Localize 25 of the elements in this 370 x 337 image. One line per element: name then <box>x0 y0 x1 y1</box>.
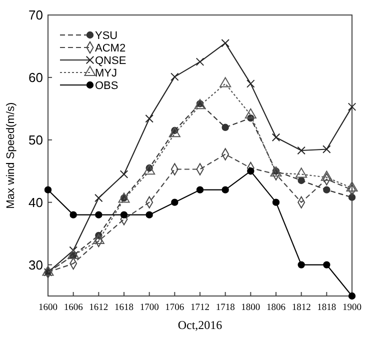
x-tick-label: 1806 <box>266 303 286 313</box>
x-tick-label: 1700 <box>140 303 160 313</box>
y-axis-title: Max wind Speed(m/s) <box>5 102 17 209</box>
x-tick-label: 1706 <box>165 303 184 313</box>
x-tick-label: 1818 <box>317 303 336 313</box>
x-tick-label: 1606 <box>64 303 84 313</box>
legend-label: YSU <box>95 30 118 42</box>
x-tick-label: 1612 <box>89 303 108 313</box>
x-tick-label: 1600 <box>38 303 58 313</box>
y-tick-label: 70 <box>28 8 43 23</box>
y-tick-label: 40 <box>28 194 43 210</box>
x-tick-label: 1718 <box>216 303 236 313</box>
legend-label: QNSE <box>95 54 126 67</box>
x-axis-title: Oct,2016 <box>178 318 222 332</box>
x-tick-label: 1618 <box>114 303 134 313</box>
legend-label: MYJ <box>95 67 117 80</box>
x-tick-label: 1800 <box>241 303 260 313</box>
x-tick-label: 1812 <box>292 303 312 313</box>
legend-label: OBS <box>95 80 118 92</box>
y-tick-label: 60 <box>28 70 43 85</box>
x-tick-label: 1712 <box>190 303 210 313</box>
y-tick-label: 50 <box>28 132 43 148</box>
legend-label: ACM2 <box>95 42 126 54</box>
y-tick-label: 30 <box>28 257 43 272</box>
x-tick-label: 1900 <box>342 303 362 313</box>
